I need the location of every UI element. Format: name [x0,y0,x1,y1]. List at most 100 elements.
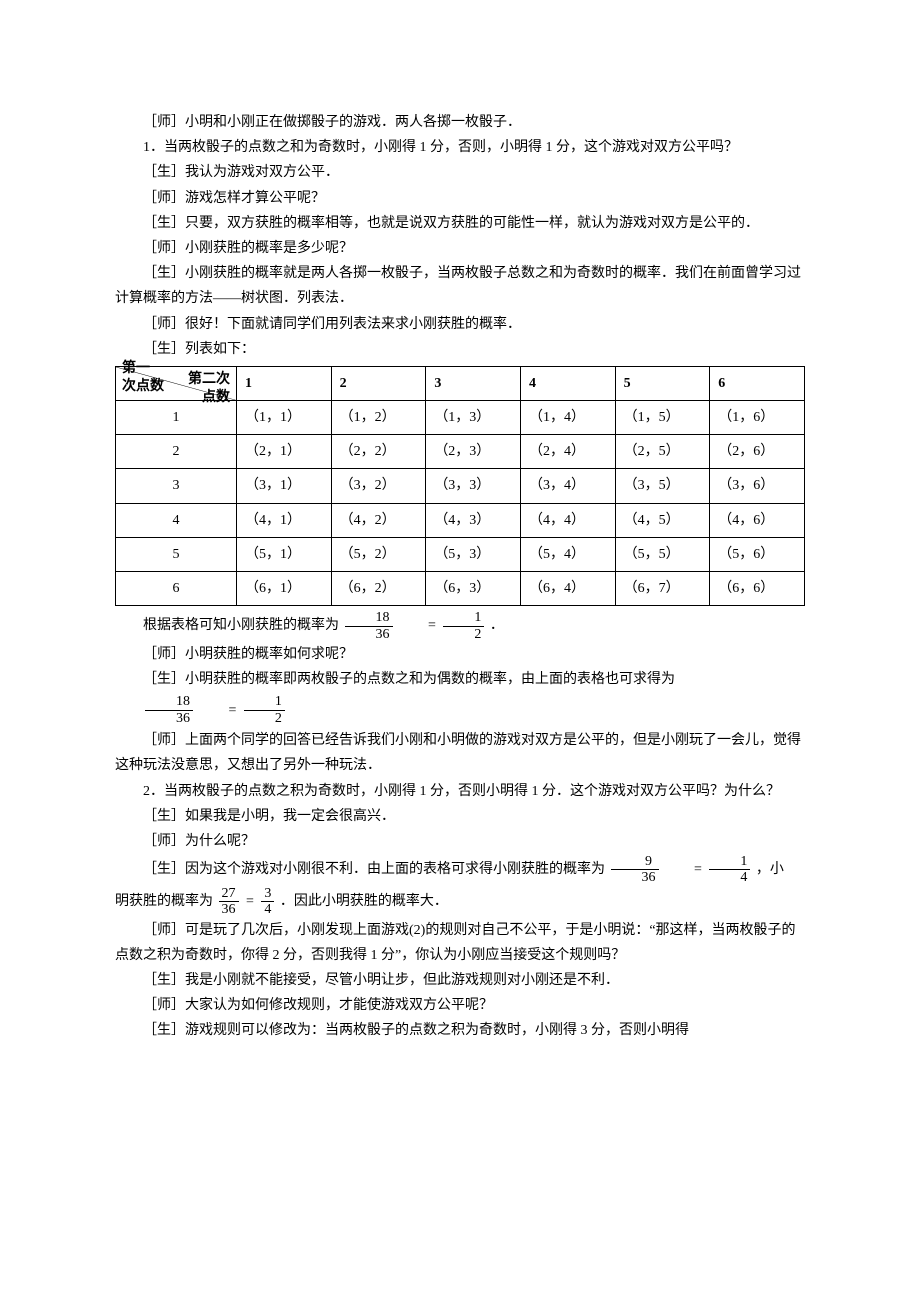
numerator: 1 [244,694,285,710]
table-diagonal-header: 第二次 点数 第一 次点数 [116,366,237,400]
diag-top-l2: 点数 [202,390,230,405]
text: ．因此小明获胜的概率大． [280,894,448,909]
cell: （1，3） [426,401,521,435]
cell: （3，4） [520,469,615,503]
cell: （3，1） [237,469,332,503]
cell: （6，1） [237,572,332,606]
col-header: 5 [615,366,710,400]
paragraph: ［师］小明获胜的概率如何求呢？ [115,642,805,667]
paragraph: ［生］小明获胜的概率即两枚骰子的点数之和为偶数的概率，由上面的表格也可求得为 [115,667,805,692]
table-header-row: 第二次 点数 第一 次点数 1 2 3 4 5 6 [116,366,805,400]
col-header: 1 [237,366,332,400]
row-header: 4 [116,503,237,537]
paragraph: 1．当两枚骰子的点数之和为奇数时，小刚得 1 分，否则，小明得 1 分，这个游戏… [115,135,805,160]
fraction: 1 4 [709,854,750,886]
cell: （5，2） [331,537,426,571]
denominator: 36 [145,711,193,726]
numerator: 3 [261,886,274,902]
row-header: 5 [116,537,237,571]
cell: （2，6） [710,435,805,469]
cell: （2，1） [237,435,332,469]
diag-bottom-label: 第一 次点数 [122,360,164,396]
document-page: ［师］小明和小刚正在做掷骰子的游戏．两人各掷一枚骰子． 1．当两枚骰子的点数之和… [0,0,920,1104]
paragraph: ［师］为什么呢？ [115,829,805,854]
equals-sign: = [246,889,254,914]
cell: （4，1） [237,503,332,537]
row-header: 6 [116,572,237,606]
row-header: 3 [116,469,237,503]
cell: （5，5） [615,537,710,571]
col-header: 6 [710,366,805,400]
cell: （5，4） [520,537,615,571]
fraction: 9 36 [611,854,659,886]
denominator: 36 [345,627,393,642]
cell: （1，5） [615,401,710,435]
text: 根据表格可知小刚获胜的概率为 [143,618,339,633]
dice-outcome-table: 第二次 点数 第一 次点数 1 2 3 4 5 6 1 （1，1） （1，2） … [115,366,805,606]
cell: （3，3） [426,469,521,503]
cell: （2，2） [331,435,426,469]
col-header: 2 [331,366,426,400]
table-row: 6 （6，1） （6，2） （6，3） （6，4） （6，7） （6，6） [116,572,805,606]
paragraph: ［生］游戏规则可以修改为：当两枚骰子的点数之积为奇数时，小刚得 3 分，否则小明… [115,1018,805,1043]
cell: （2，3） [426,435,521,469]
cell: （6，2） [331,572,426,606]
table-row: 5 （5，1） （5，2） （5，3） （5，4） （5，5） （5，6） [116,537,805,571]
paragraph: ［生］如果我是小明，我一定会很高兴． [115,804,805,829]
denominator: 4 [261,902,274,917]
numerator: 18 [145,694,193,710]
cell: （6，4） [520,572,615,606]
diag-top-l1: 第二次 [188,372,230,387]
numerator: 9 [611,854,659,870]
cell: （3，6） [710,469,805,503]
table-row: 4 （4，1） （4，2） （4，3） （4，4） （4，5） （4，6） [116,503,805,537]
cell: （4，5） [615,503,710,537]
paragraph: ［生］我认为游戏对双方公平． [115,160,805,185]
cell: （2，4） [520,435,615,469]
text: ． [490,618,504,633]
paragraph: 明获胜的概率为 27 36 = 3 4 ．因此小明获胜的概率大． [115,886,805,918]
denominator: 4 [709,870,750,885]
table-row: 3 （3，1） （3，2） （3，3） （3，4） （3，5） （3，6） [116,469,805,503]
cell: （4，3） [426,503,521,537]
paragraph: ［师］游戏怎样才算公平呢？ [115,186,805,211]
cell: （4，2） [331,503,426,537]
cell: （1，2） [331,401,426,435]
numerator: 18 [345,610,393,626]
cell: （1，6） [710,401,805,435]
fraction: 18 36 [145,694,193,726]
cell: （5，1） [237,537,332,571]
diag-top-label: 第二次 点数 [188,371,230,407]
paragraph: ［师］可是玩了几次后，小刚发现上面游戏(2)的规则对自己不公平，于是小明说：“那… [115,918,805,968]
diag-bot-l2: 次点数 [122,379,164,394]
text: ［生］因为这个游戏对小刚很不利．由上面的表格可求得小刚获胜的概率为 [143,862,605,877]
cell: （5，6） [710,537,805,571]
equals-sign: = [400,613,436,638]
denominator: 2 [443,627,484,642]
denominator: 36 [611,870,659,885]
paragraph: 根据表格可知小刚获胜的概率为 18 36 = 1 2 ． [115,610,805,642]
numerator: 1 [709,854,750,870]
col-header: 3 [426,366,521,400]
fraction: 3 4 [261,886,274,918]
table-row: 2 （2，1） （2，2） （2，3） （2，4） （2，5） （2，6） [116,435,805,469]
numerator: 1 [443,610,484,626]
paragraph: ［师］小刚获胜的概率是多少呢？ [115,236,805,261]
fraction: 1 2 [443,610,484,642]
fraction: 1 2 [244,694,285,726]
paragraph: ［师］上面两个同学的回答已经告诉我们小刚和小明做的游戏对双方是公平的，但是小刚玩… [115,728,805,778]
paragraph: ［生］因为这个游戏对小刚很不利．由上面的表格可求得小刚获胜的概率为 9 36 =… [115,854,805,886]
paragraph: 2．当两枚骰子的点数之积为奇数时，小刚得 1 分，否则小明得 1 分．这个游戏对… [115,779,805,804]
paragraph: ［师］大家认为如何修改规则，才能使游戏双方公平呢？ [115,993,805,1018]
cell: （6，6） [710,572,805,606]
paragraph: ［生］只要，双方获胜的概率相等，也就是说双方获胜的可能性一样，就认为游戏对双方是… [115,211,805,236]
paragraph: ［生］我是小刚就不能接受，尽管小明让步，但此游戏规则对小刚还是不利． [115,968,805,993]
cell: （1，4） [520,401,615,435]
cell: （6，7） [615,572,710,606]
col-header: 4 [520,366,615,400]
row-header: 2 [116,435,237,469]
numerator: 27 [219,886,239,902]
cell: （1，1） [237,401,332,435]
equals-sign: = [666,857,702,882]
cell: （4，4） [520,503,615,537]
